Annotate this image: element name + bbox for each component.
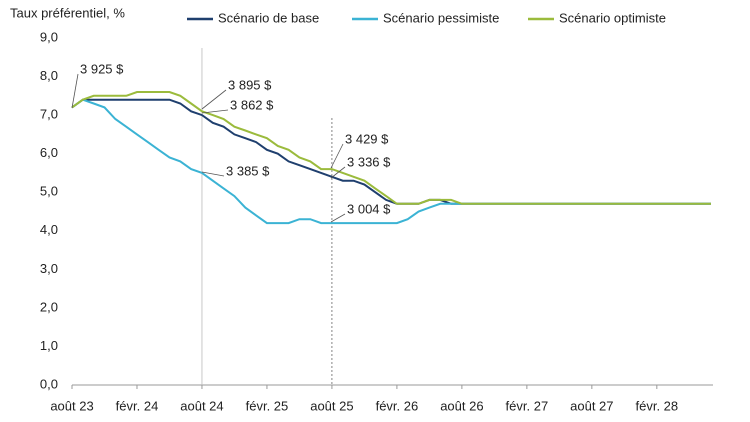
x-tick-label: févr. 25 — [246, 398, 289, 413]
annotation: 3 895 $ — [228, 77, 272, 92]
x-tick-label: févr. 26 — [376, 398, 419, 413]
y-tick-label: 7,0 — [40, 107, 58, 122]
x-tick-label: févr. 24 — [116, 398, 159, 413]
annotation-leader — [201, 171, 225, 177]
y-tick-label: 5,0 — [40, 184, 58, 199]
annotation-leader — [71, 73, 79, 109]
annotation-leader — [201, 109, 229, 114]
y-tick-label: 1,0 — [40, 338, 58, 353]
x-tick-label: août 23 — [50, 398, 93, 413]
series-line — [71, 98, 711, 205]
annotation-leader — [201, 89, 227, 110]
y-tick-label: 3,0 — [40, 261, 58, 276]
y-tick-label: 2,0 — [40, 299, 58, 314]
y-axis-label: Taux préférentiel, % — [10, 5, 125, 20]
x-tick-label: août 25 — [310, 398, 353, 413]
legend-label: Scénario optimiste — [559, 10, 666, 25]
legend-label: Scénario de base — [218, 10, 319, 25]
y-tick-label: 9,0 — [40, 29, 58, 44]
x-tick-label: août 24 — [180, 398, 223, 413]
x-tick-label: févr. 27 — [506, 398, 549, 413]
annotation: 3 429 $ — [345, 131, 389, 146]
annotation: 3 336 $ — [347, 154, 391, 169]
annotation: 3 925 $ — [80, 61, 124, 76]
annotation-leader — [330, 213, 346, 223]
y-tick-label: 8,0 — [40, 68, 58, 83]
annotation-leader — [330, 166, 346, 179]
y-tick-label: 4,0 — [40, 222, 58, 237]
annotation: 3 385 $ — [226, 163, 270, 178]
annotation: 3 862 $ — [230, 97, 274, 112]
x-tick-label: août 26 — [440, 398, 483, 413]
x-tick-label: févr. 28 — [635, 398, 678, 413]
y-tick-label: 0,0 — [40, 376, 58, 391]
series-line — [71, 91, 711, 205]
legend-label: Scénario pessimiste — [383, 10, 499, 25]
y-tick-label: 6,0 — [40, 145, 58, 160]
x-tick-label: août 27 — [570, 398, 613, 413]
annotation-leader — [330, 143, 344, 169]
annotation: 3 004 $ — [347, 201, 391, 216]
